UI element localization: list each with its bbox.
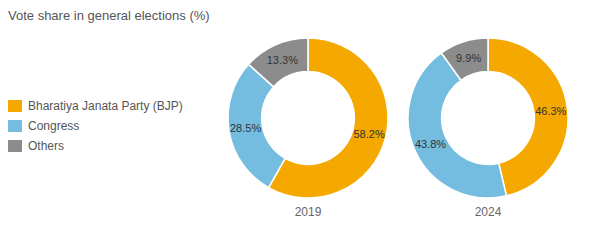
svg-text:13.3%: 13.3% [267, 54, 298, 66]
svg-text:43.8%: 43.8% [415, 138, 446, 150]
html-text:Others: Others [28, 139, 64, 153]
html-text:Bharatiya Janata Party (BJP): Bharatiya Janata Party (BJP) [28, 99, 183, 113]
html-text:2019: 2019 [294, 205, 322, 219]
html-text:Vote share in general election: Vote share in general elections (%) [8, 8, 210, 23]
html-text:2024: 2024 [474, 205, 502, 219]
svg-text:58.2%: 58.2% [354, 128, 385, 140]
html-text:Congress: Congress [28, 119, 80, 133]
svg-text:28.5%: 28.5% [230, 122, 261, 134]
svg-text:9.9%: 9.9% [456, 52, 481, 64]
svg-text:46.3%: 46.3% [535, 105, 566, 117]
